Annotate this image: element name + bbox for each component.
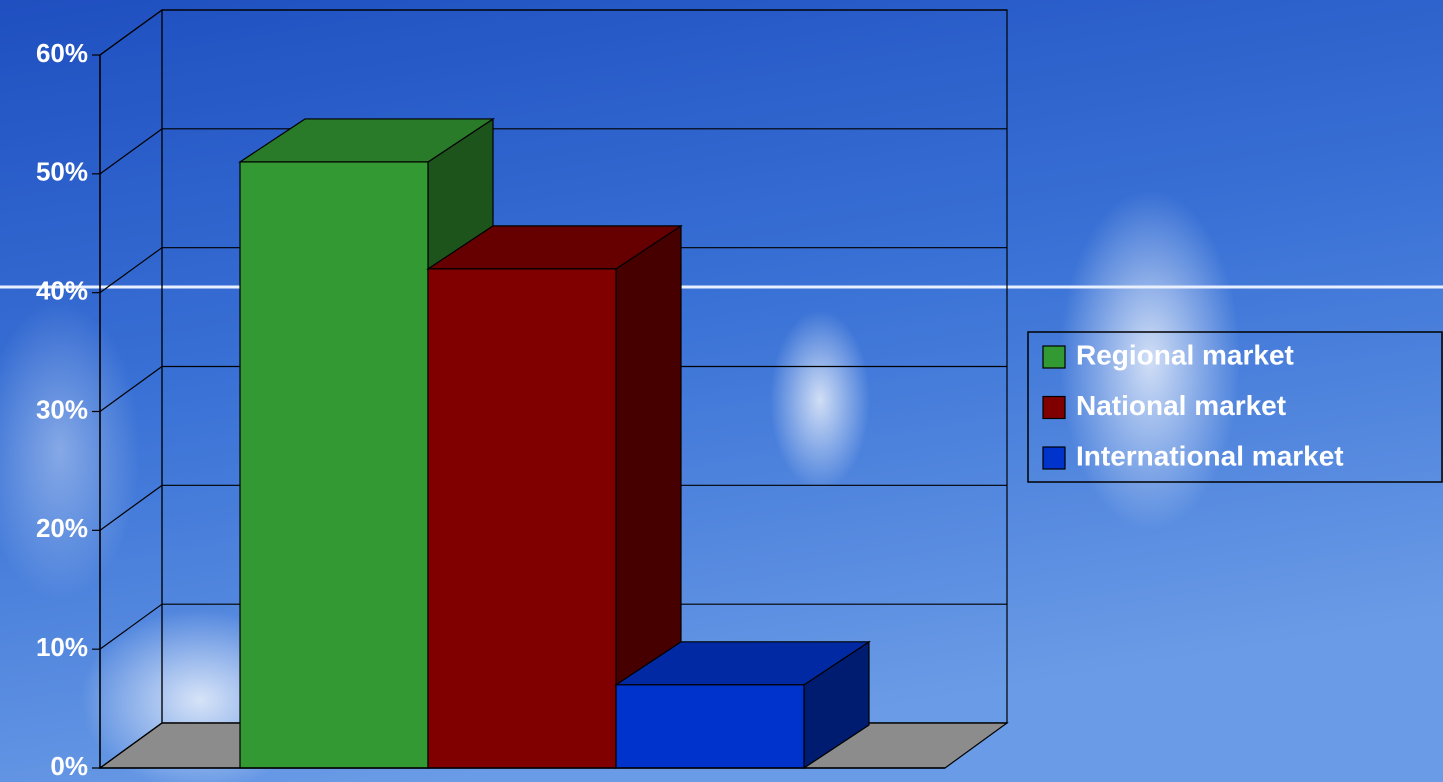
grid-line <box>99 9 1007 56</box>
y-tick-label: 30% <box>36 394 88 424</box>
legend: Regional market National market Internatio… <box>1027 331 1443 483</box>
legend-label: National market <box>1076 390 1286 421</box>
grid-line <box>99 128 1007 175</box>
legend-swatch <box>1042 446 1066 470</box>
bar <box>427 268 617 769</box>
cloud <box>0 300 140 600</box>
plot: 0% 10% 20% 30% 40% 50% 60% <box>36 8 1009 781</box>
y-tick-label: 60% <box>36 38 88 68</box>
grid-line <box>99 365 1007 412</box>
legend-label: International market <box>1076 440 1344 471</box>
y-tick-label: 20% <box>36 513 88 543</box>
legend-swatch <box>1042 395 1066 420</box>
y-tick-label: 10% <box>36 632 88 662</box>
grid-line <box>99 484 1007 531</box>
bar <box>615 684 805 769</box>
bar <box>239 161 429 769</box>
y-tick-label: 40% <box>36 276 88 306</box>
y-tick-label: 50% <box>36 157 88 187</box>
legend-box <box>1027 331 1443 483</box>
cloud <box>1060 190 1240 530</box>
grid-line <box>99 603 1007 650</box>
cloud <box>770 310 870 490</box>
legend-swatch <box>1042 345 1066 369</box>
legend-label: Regional market <box>1076 339 1294 370</box>
y-tick-label: 0% <box>50 751 88 781</box>
grid-line <box>99 247 1007 294</box>
